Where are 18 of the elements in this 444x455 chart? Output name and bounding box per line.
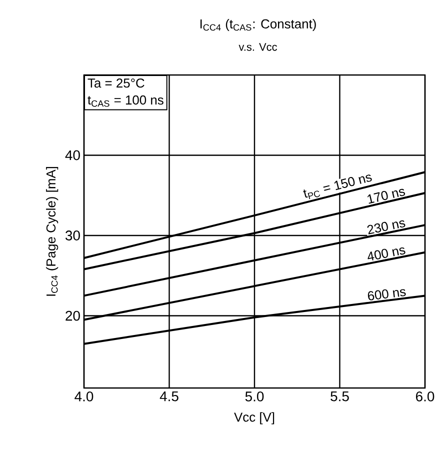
text: 170 ns bbox=[368, 188, 406, 204]
y-tick-label: 20 bbox=[66, 310, 80, 321]
x-tick-label: 4.0 bbox=[74, 392, 94, 402]
x-tick-label: 4.5 bbox=[160, 392, 178, 402]
y-tick-label: 30 bbox=[65, 230, 80, 240]
text: 400 ns bbox=[368, 247, 406, 260]
chart-title: I$_{CC4}$ (t$_{CAS}$: Constant) bbox=[200, 18, 316, 32]
text: 600 ns bbox=[368, 289, 406, 300]
y-tick-label: 40 bbox=[65, 150, 80, 160]
x-axis-title: Vcc [V] bbox=[234, 412, 274, 424]
text: 230 ns bbox=[367, 220, 406, 234]
x-tick-label: 5.5 bbox=[330, 392, 349, 402]
annotation: t$_{CAS}$ = 100 ns bbox=[88, 95, 164, 107]
x-tick-label: 5.0 bbox=[245, 392, 264, 402]
chart-subtitle: v.s. Vcc bbox=[238, 43, 277, 51]
x-tick-label: 6.0 bbox=[416, 392, 434, 402]
y-axis-title: I$_{CC4}$ (Page Cycle) [mA] bbox=[46, 166, 58, 296]
annotation: Ta = 25°C bbox=[88, 78, 144, 88]
